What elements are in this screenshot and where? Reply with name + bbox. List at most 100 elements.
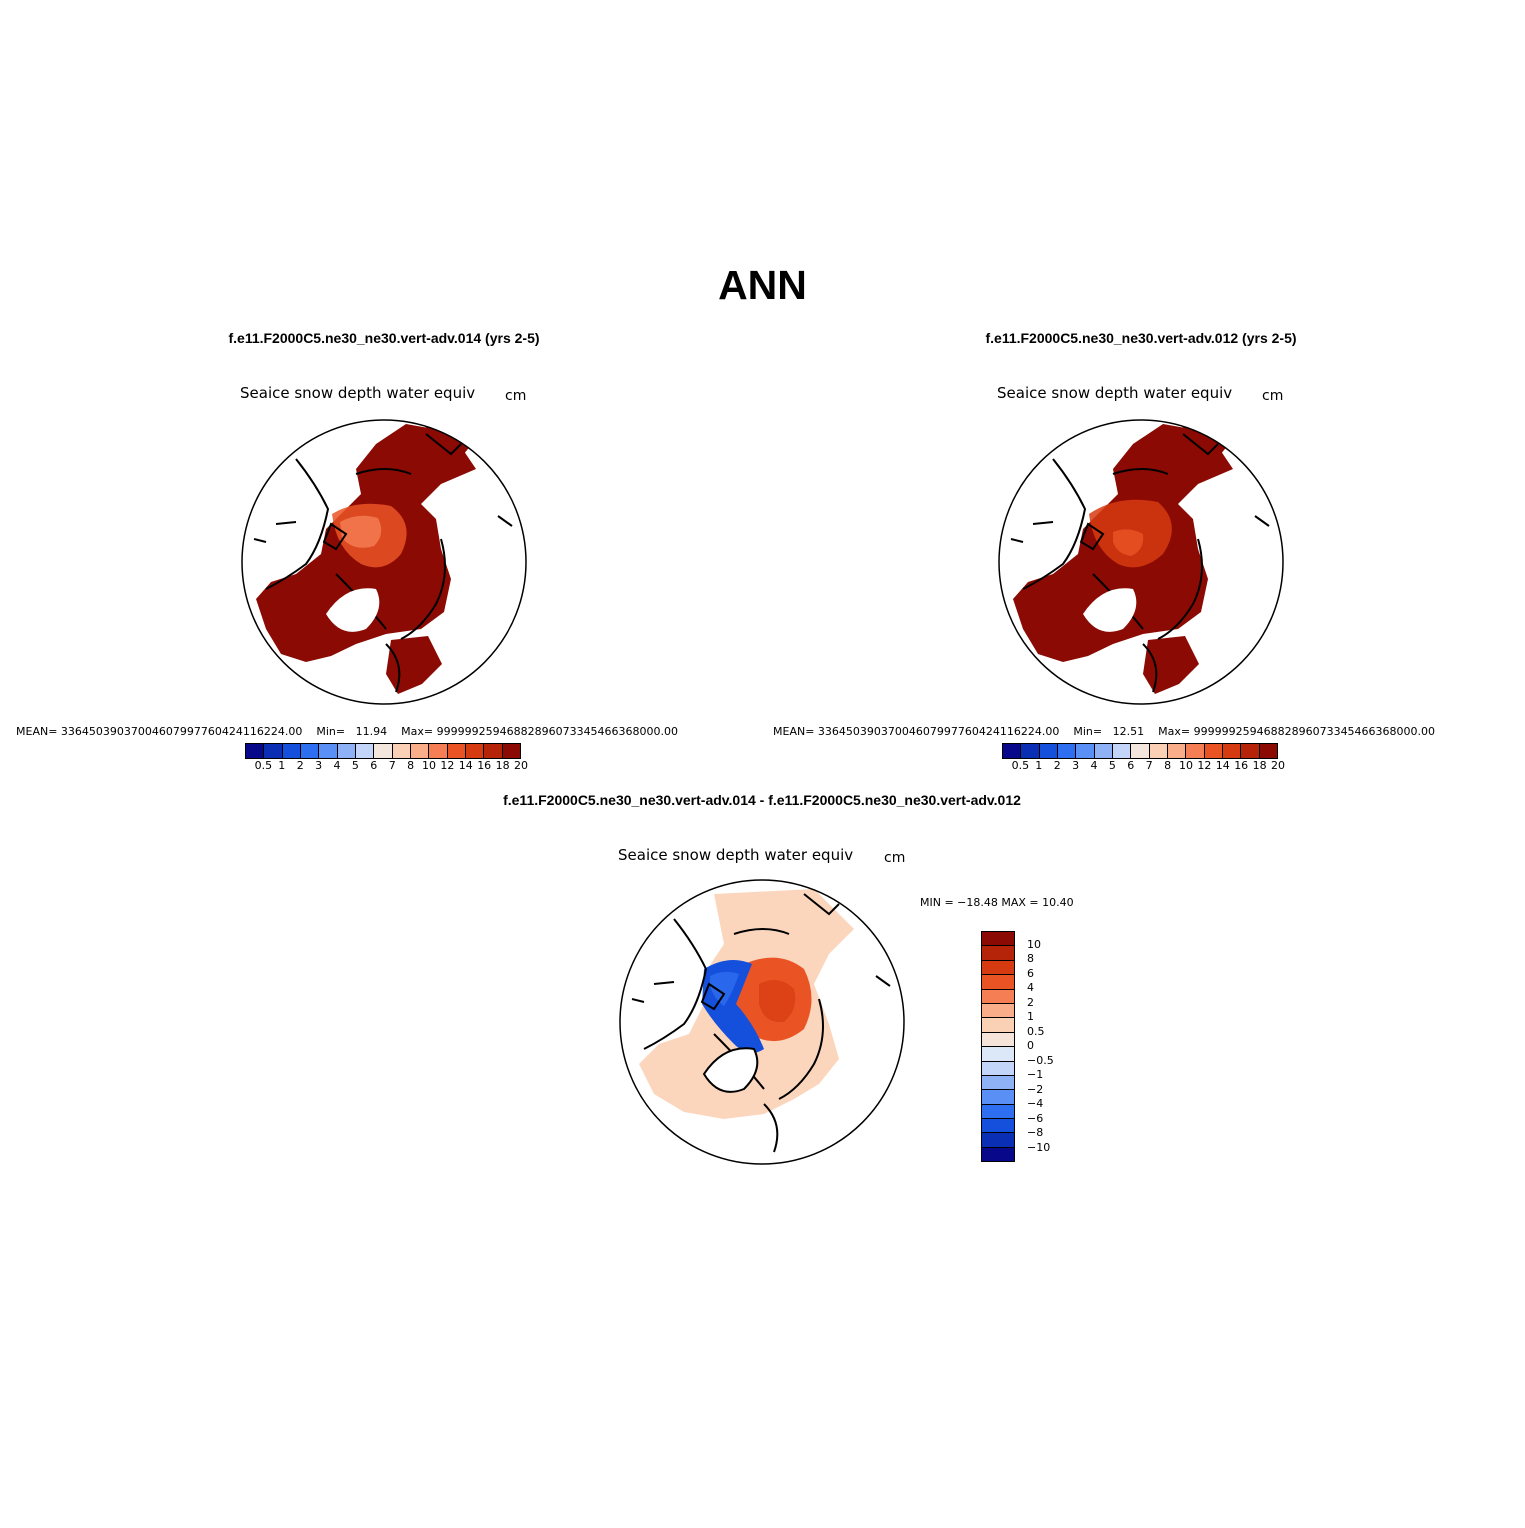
colorbar-swatch [1149,744,1168,758]
colorbar-tick-label: 14 [458,759,473,772]
diff-colorbar [981,931,1015,1163]
panel2-max-label: Max= [1158,725,1191,738]
colorbar-swatch [502,744,520,758]
colorbar-swatch [1112,744,1132,758]
colorbar-tick-label: 6 [370,759,378,772]
panel2-mean-label: MEAN= [773,725,815,738]
colorbar-tick-label: 4 [1090,759,1098,772]
colorbar-swatch [982,1032,1014,1048]
colorbar-tick-label: 0.5 [1027,1024,1045,1038]
colorbar-swatch [1039,744,1058,758]
diff-case-title: f.e11.F2000C5.ne30_ne30.vert-adv.014 - f… [503,792,1021,808]
colorbar-tick-label: 6 [1127,759,1135,772]
colorbar-tick-label: 1 [278,759,286,772]
colorbar-tick-label: −1 [1027,1068,1044,1081]
colorbar-tick-label: 16 [477,759,492,772]
colorbar-tick-label: 20 [1271,759,1285,772]
panel1-mean-label: MEAN= [16,725,58,738]
panel2-variable-title: Seaice snow depth water equiv [997,384,1233,402]
diff-units: cm [884,850,906,866]
colorbar-swatch [337,744,356,758]
colorbar-swatch [982,975,1014,990]
colorbar-tick-label: 0.5 [1011,759,1030,772]
colorbar-tick-label: −6 [1027,1111,1044,1125]
colorbar-swatch [982,1061,1014,1076]
colorbar-swatch [982,1075,1014,1091]
colorbar-tick-label: −4 [1027,1097,1044,1110]
colorbar-tick-label: 7 [388,759,396,772]
panel1-polar-map [241,419,527,705]
colorbar-swatch [982,1003,1014,1019]
colorbar-tick-label: 8 [407,759,415,772]
colorbar-swatch [264,744,283,758]
panel1-mean-value: 33645039037004607997760424116224.00 [60,725,303,738]
colorbar-tick-label: 12 [440,759,455,772]
colorbar-tick-label: 3 [315,759,323,772]
colorbar-tick-label: −0.5 [1027,1053,1054,1067]
colorbar-swatch [447,744,466,758]
colorbar-tick-label: −10 [1027,1140,1051,1154]
colorbar-tick-label: 8 [1164,759,1172,772]
colorbar-swatch [355,744,375,758]
colorbar-swatch [484,744,503,758]
colorbar-tick-label: 1 [1035,759,1043,772]
panel1-stats: MEAN= 33645039037004607997760424116224.0… [16,725,678,738]
colorbar-swatch [1204,744,1223,758]
panel1-variable-title: Seaice snow depth water equiv [240,384,476,402]
panel1-max-label: Max= [401,725,434,738]
colorbar-tick-label: 12 [1197,759,1212,772]
colorbar-swatch [1094,744,1113,758]
colorbar-tick-label: 10 [1027,937,1041,951]
colorbar-swatch [1167,744,1187,758]
colorbar-tick-label: 20 [514,759,528,772]
colorbar-swatch [982,946,1014,961]
panel2-colorbar-labels: 0.5 1 2 3 4 5 6 7 8 10 12 14 16 18 20 [1002,759,1285,773]
colorbar-tick-label: 6 [1027,966,1034,980]
panel1-case-title: f.e11.F2000C5.ne30_ne30.vert-adv.014 (yr… [228,330,540,346]
colorbar-swatch [982,932,1014,947]
panel2-colorbar-swatches [1002,743,1278,759]
diff-minmax: MIN = −18.48 MAX = 10.40 [920,896,1074,909]
panel1-colorbar: 0.5 1 2 3 4 5 6 7 8 10 12 14 16 18 20 [245,743,528,773]
colorbar-tick-label: 18 [495,759,510,772]
colorbar-swatch [1259,744,1277,758]
colorbar-swatch [982,1147,1014,1162]
colorbar-swatch [410,744,430,758]
colorbar-swatch [982,1119,1014,1134]
panel2-colorbar: 0.5 1 2 3 4 5 6 7 8 10 12 14 16 18 20 [1002,743,1285,773]
colorbar-swatch [1186,744,1205,758]
panel2-stats: MEAN= 33645039037004607997760424116224.0… [773,725,1435,738]
panel1-colorbar-swatches [245,743,521,759]
colorbar-swatch [374,744,393,758]
colorbar-tick-label: 1 [1027,1010,1034,1023]
colorbar-swatch [1222,744,1242,758]
colorbar-swatch [982,960,1014,976]
colorbar-tick-label: −2 [1027,1082,1044,1096]
panel1-colorbar-labels: 0.5 1 2 3 4 5 6 7 8 10 12 14 16 18 20 [245,759,528,773]
colorbar-swatch [1021,744,1040,758]
colorbar-tick-label: 10 [422,759,436,772]
colorbar-swatch [392,744,411,758]
colorbar-swatch [282,744,301,758]
colorbar-tick-label: 0 [1027,1039,1034,1052]
colorbar-tick-label: 4 [333,759,341,772]
panel1-min-value: 11.94 [355,725,388,738]
diff-polar-map [619,879,905,1165]
colorbar-swatch [300,744,320,758]
colorbar-tick-label: 18 [1252,759,1267,772]
colorbar-tick-label: 0.5 [254,759,273,772]
colorbar-tick-label: −8 [1027,1126,1044,1139]
colorbar-tick-label: 14 [1215,759,1230,772]
panel2-min-label: Min= [1073,725,1103,738]
colorbar-tick-label: 5 [1108,759,1116,772]
colorbar-tick-label: 16 [1234,759,1249,772]
diff-greenland [702,1047,759,1093]
main-title: ANN [718,262,807,308]
panel1-greenland [326,588,380,632]
panel2-polar-map [998,419,1284,705]
panel1-units: cm [505,388,527,404]
colorbar-swatch [1076,744,1095,758]
panel2-greenland [1083,588,1137,632]
colorbar-tick-label: 4 [1027,981,1034,994]
diff-variable-title: Seaice snow depth water equiv [618,846,854,864]
